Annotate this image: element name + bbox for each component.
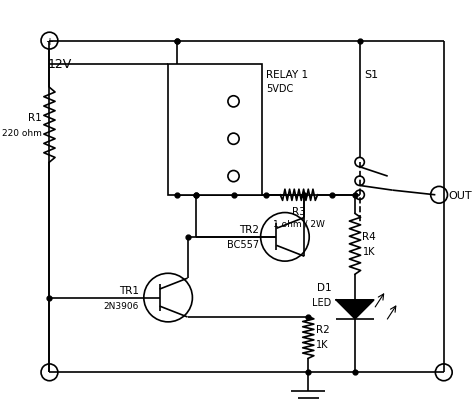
Text: 1K: 1K xyxy=(363,246,375,256)
Text: TR2: TR2 xyxy=(239,225,259,235)
Text: R1: R1 xyxy=(28,113,42,123)
Text: 5VDC: 5VDC xyxy=(266,83,293,93)
Text: LED: LED xyxy=(312,297,332,307)
Text: D1: D1 xyxy=(317,282,332,292)
Bar xyxy=(168,65,262,195)
Text: TR1: TR1 xyxy=(119,285,139,295)
Text: R2: R2 xyxy=(316,325,329,335)
Text: 220 ohm: 220 ohm xyxy=(2,128,42,138)
Text: RELAY 1: RELAY 1 xyxy=(266,69,309,79)
Text: 12V: 12V xyxy=(47,58,72,71)
Text: R4: R4 xyxy=(363,231,376,241)
Text: S1: S1 xyxy=(365,69,378,79)
Polygon shape xyxy=(337,300,374,319)
Text: +: + xyxy=(46,36,54,47)
Text: 2N3906: 2N3906 xyxy=(104,301,139,310)
Text: 1K: 1K xyxy=(316,339,328,349)
Text: R3: R3 xyxy=(292,206,306,216)
Text: OUT: OUT xyxy=(448,190,472,200)
Text: 1 ohm / 2W: 1 ohm / 2W xyxy=(273,218,325,228)
Text: BC557: BC557 xyxy=(227,240,259,250)
